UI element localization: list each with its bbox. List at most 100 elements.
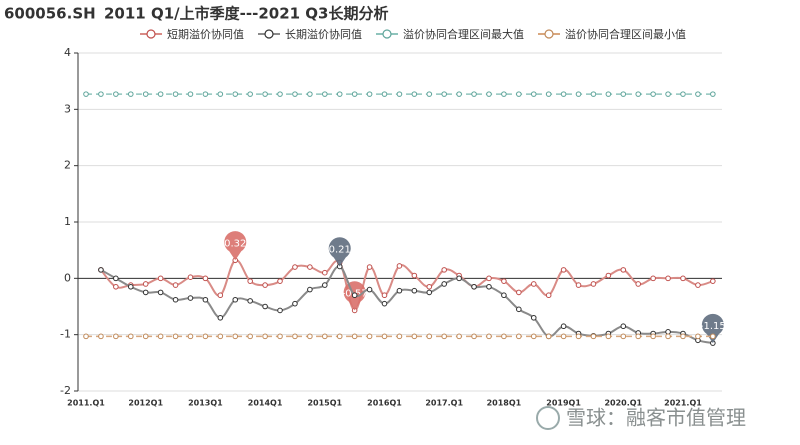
point: [247, 298, 253, 304]
point: [292, 333, 298, 340]
point: [113, 275, 119, 282]
x-tick-label: 2012Q1: [128, 399, 163, 408]
point: [336, 333, 343, 340]
point: [560, 323, 567, 330]
point: [426, 91, 433, 97]
point: [456, 275, 462, 282]
pin: [701, 313, 724, 344]
point: [98, 91, 104, 97]
point: [501, 278, 507, 284]
mark-point: 0.21: [328, 237, 351, 267]
watermark-icon: [536, 406, 560, 430]
point: [441, 267, 448, 273]
y-tick-label: 1: [64, 215, 71, 228]
point: [127, 333, 134, 340]
point: [217, 333, 224, 340]
point: [411, 287, 418, 294]
point: [396, 263, 403, 269]
legend-item: 长期溢价协同值: [258, 27, 362, 41]
point: [530, 91, 537, 97]
point: [471, 333, 477, 340]
point: [710, 91, 716, 97]
chart-subtitle: 2011 Q1/上市季度---2021 Q3长期分析: [104, 5, 388, 23]
point: [441, 333, 448, 340]
x-tick-label: 2015Q1: [307, 399, 342, 408]
point: [277, 278, 283, 284]
point: [381, 91, 388, 97]
point: [142, 91, 149, 97]
point: [232, 296, 239, 303]
point: [127, 283, 134, 290]
point: [486, 91, 492, 97]
point: [366, 286, 373, 293]
watermark-text: 雪球：融客市值管理: [566, 406, 746, 430]
point: [336, 91, 343, 97]
point: [426, 289, 433, 296]
point: [530, 281, 537, 287]
point: [262, 282, 268, 288]
point: [590, 281, 597, 287]
point: [635, 281, 642, 287]
point: [247, 278, 253, 284]
point: [486, 283, 492, 290]
point: [665, 275, 671, 282]
point: [98, 333, 104, 340]
point: [411, 272, 418, 279]
y-tick-label: -2: [60, 384, 71, 397]
point: [322, 333, 328, 340]
point: [202, 91, 209, 97]
point: [545, 333, 552, 340]
point: [157, 275, 164, 282]
y-tick-label: 3: [64, 102, 71, 115]
point: [277, 333, 283, 340]
point: [307, 91, 313, 97]
pin-label: -1.15: [700, 321, 726, 332]
point: [695, 282, 701, 288]
point: [381, 292, 388, 299]
point: [560, 91, 567, 97]
point: [575, 282, 582, 288]
point: [127, 91, 134, 97]
y-tick-label: 0: [64, 271, 71, 284]
legend-marker: [544, 29, 554, 39]
point: [665, 91, 671, 97]
point: [83, 91, 89, 97]
point: [411, 333, 418, 340]
point: [650, 275, 656, 282]
point: [605, 272, 612, 279]
point: [262, 303, 268, 310]
point: [605, 333, 612, 340]
point: [292, 91, 298, 97]
x-tick-label: 2016Q1: [367, 399, 402, 408]
pin: [328, 237, 351, 267]
point: [187, 295, 194, 301]
point: [560, 267, 567, 273]
point: [351, 292, 358, 299]
legend-label: 短期溢价协同值: [167, 27, 244, 41]
y-tick-label: 2: [64, 159, 71, 172]
pin-label: 0.21: [329, 245, 351, 256]
point: [262, 91, 268, 97]
point: [187, 91, 194, 97]
point: [575, 91, 582, 97]
pin-label: 0.32: [224, 238, 246, 249]
point: [187, 333, 194, 340]
x-tick-label: 2017.Q1: [425, 399, 463, 408]
point: [172, 282, 179, 288]
point: [202, 275, 209, 282]
point: [202, 296, 209, 303]
point: [113, 333, 119, 340]
point: [471, 283, 477, 290]
point: [665, 333, 671, 340]
point: [322, 91, 328, 97]
legend-label: 溢价协同合理区间最小值: [565, 27, 686, 41]
x-tick-label: 2020.Q1: [604, 399, 642, 408]
point: [710, 333, 716, 340]
point: [307, 264, 313, 270]
point: [172, 296, 179, 303]
x-tick-label: 2018Q1: [487, 399, 522, 408]
point: [680, 333, 686, 340]
point: [695, 91, 701, 97]
point: [232, 333, 239, 340]
